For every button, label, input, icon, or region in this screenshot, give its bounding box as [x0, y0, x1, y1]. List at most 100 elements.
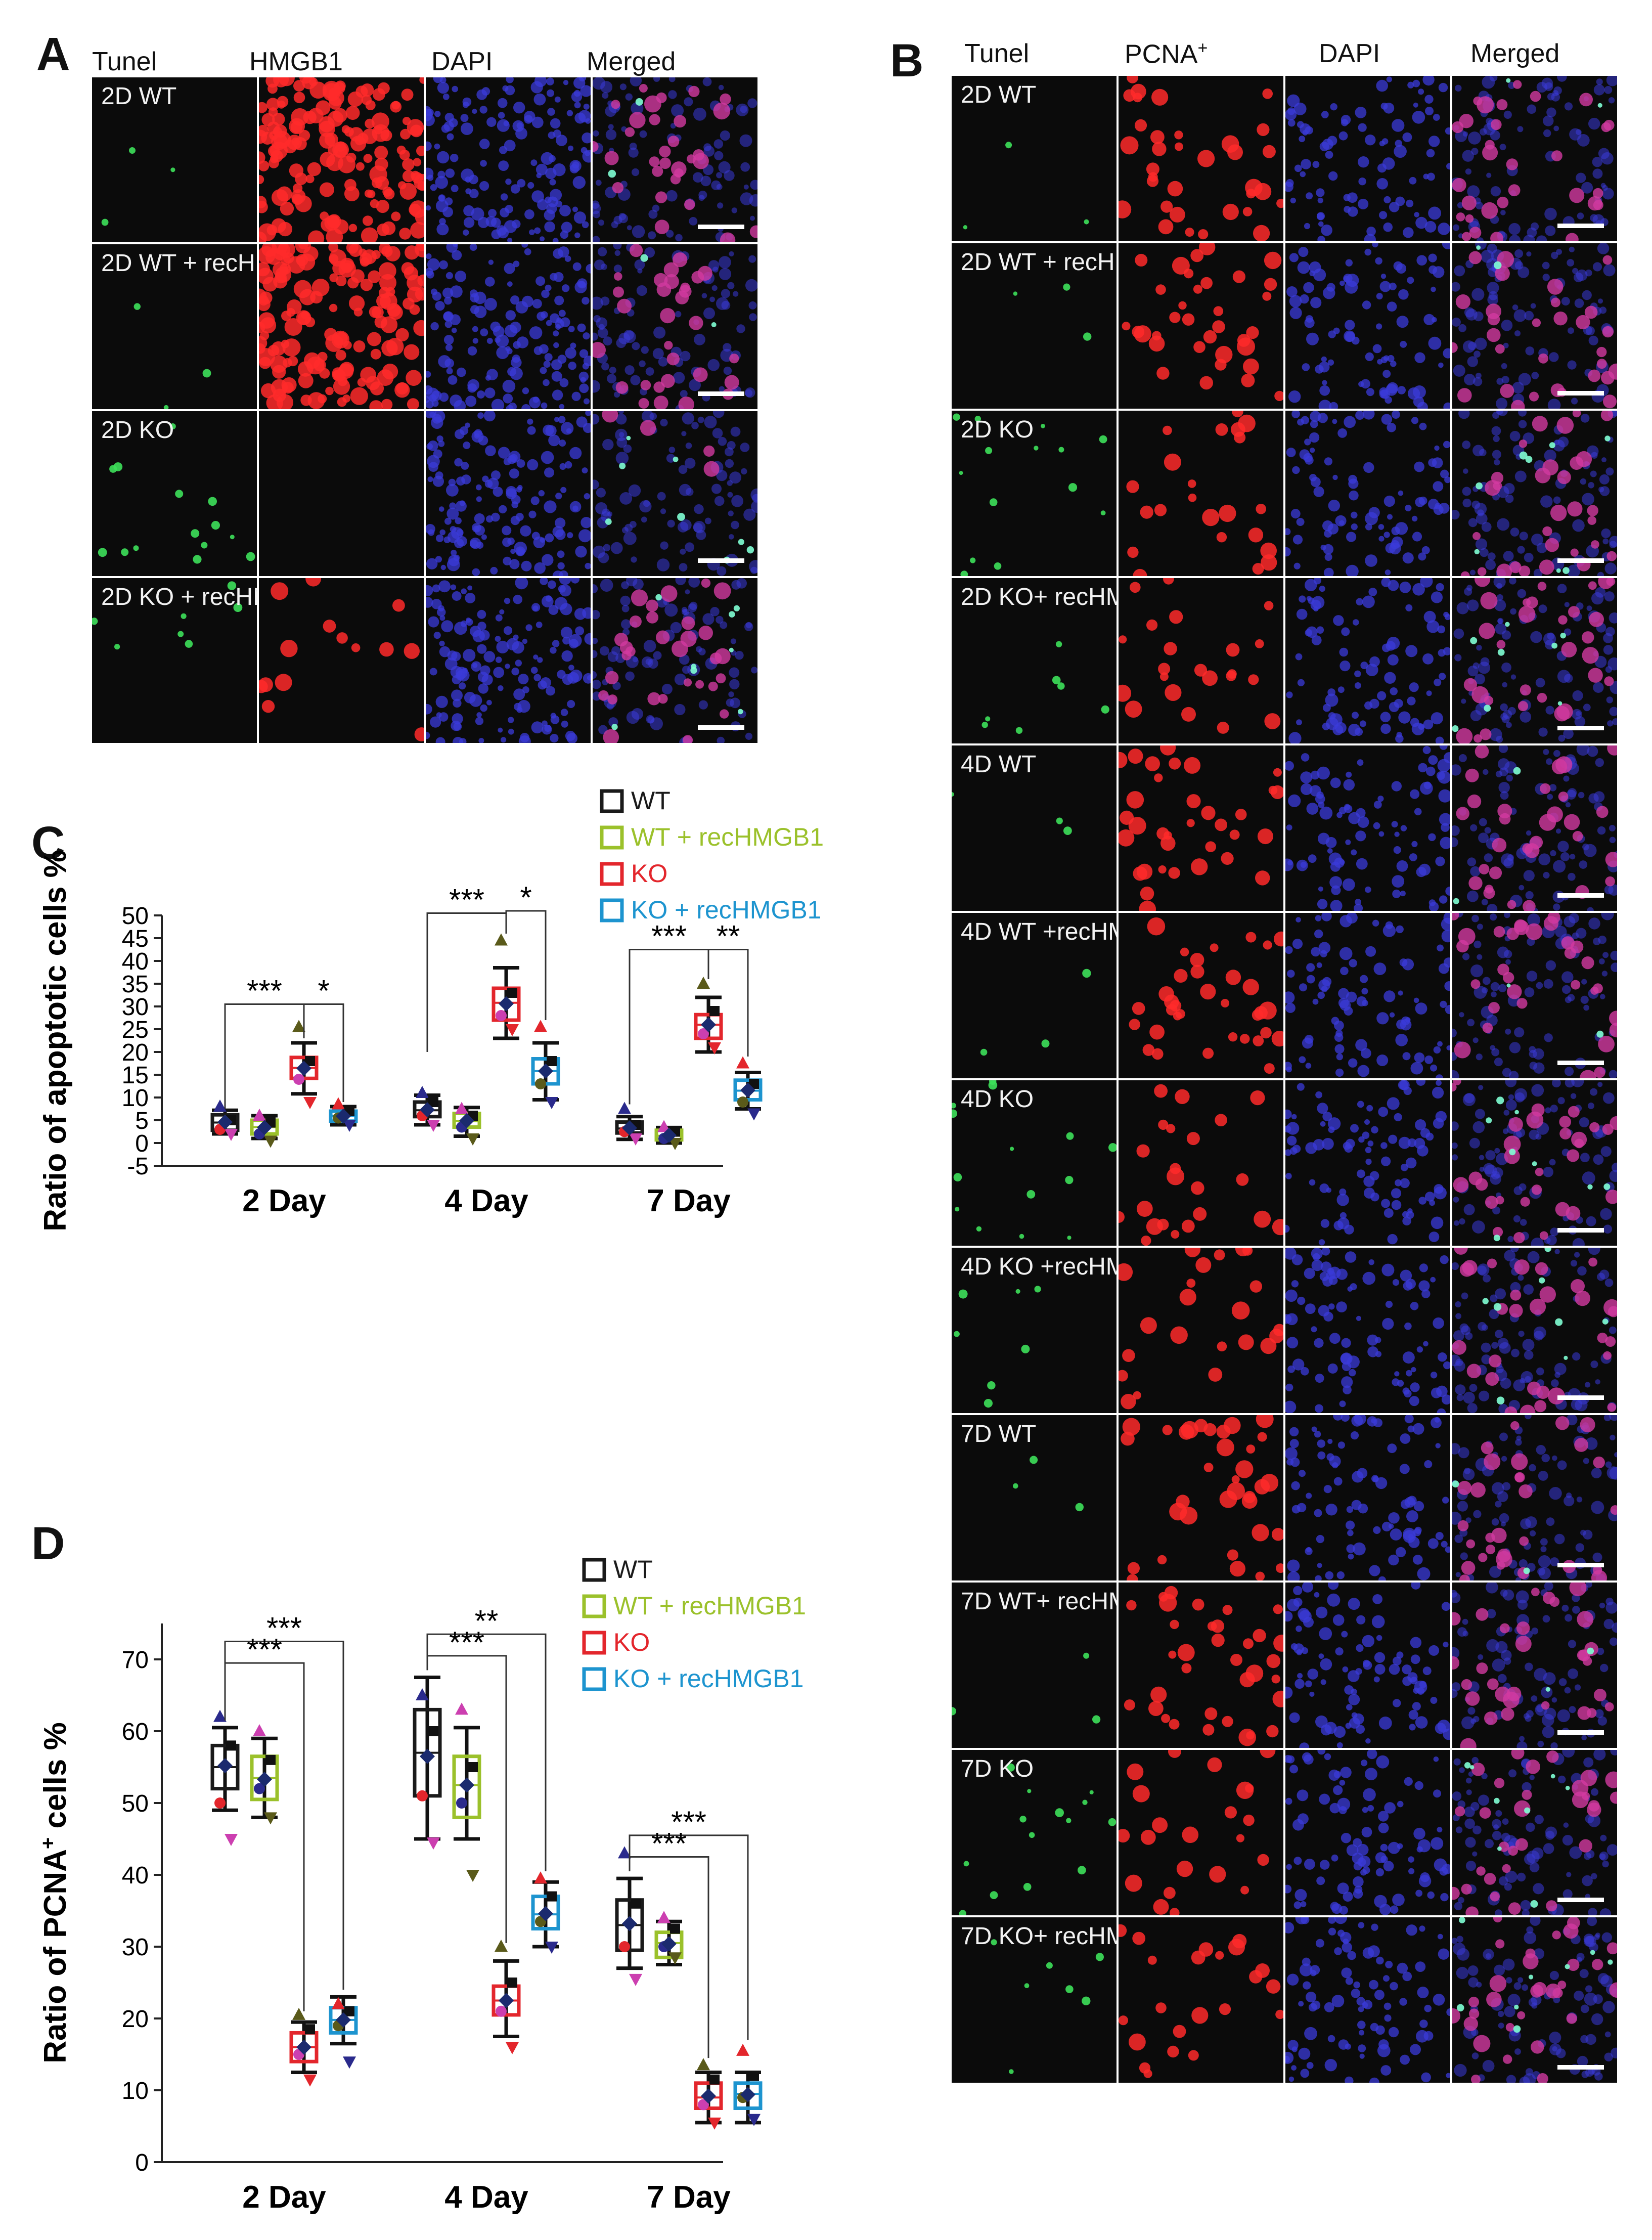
row-label: 2D KO+ recHMGB1	[961, 584, 1117, 610]
scale-bar	[1557, 1395, 1604, 1400]
data-point	[213, 1709, 227, 1722]
data-point	[416, 1688, 429, 1700]
data-point	[254, 1783, 265, 1794]
micrograph-tile	[1452, 243, 1617, 409]
micrograph-tile: 7D WT+ recHMGB1	[952, 1583, 1117, 1748]
micrograph-tile	[1285, 913, 1450, 1078]
legend-label: KO	[613, 1628, 650, 1656]
micrograph-tile	[1119, 1750, 1283, 1915]
data-point	[657, 1911, 671, 1923]
micrograph-tile	[426, 77, 591, 242]
micrograph-tile: 2D WT + recHMGB1	[92, 244, 257, 409]
y-tick-label: 50	[122, 1790, 149, 1817]
x-category-label: 2 Day	[242, 1183, 326, 1218]
scale-bar	[698, 725, 744, 730]
y-tick-label: 5	[135, 1108, 149, 1134]
micrograph-tile: 2D KO	[92, 411, 257, 576]
scale-bar	[1557, 1730, 1604, 1735]
legend-swatch	[600, 789, 624, 813]
data-point	[225, 1834, 238, 1846]
micrograph-tile	[1119, 243, 1283, 409]
row-label: 7D WT+ recHMGB1	[961, 1588, 1117, 1615]
data-point	[736, 2043, 749, 2056]
mean-marker	[459, 1777, 474, 1793]
row-label: 7D WT	[961, 1421, 1037, 1447]
mean-marker	[336, 1108, 351, 1124]
x-category-label: 4 Day	[444, 1183, 528, 1218]
data-point	[226, 1740, 236, 1751]
y-axis-label: Ratio of PCNA+ cells %	[37, 1722, 73, 2063]
significance-bracket	[505, 910, 547, 1020]
significance-bracket	[629, 1856, 709, 2058]
scale-bar	[1557, 1061, 1604, 1065]
row-label: 4D WT +recHMGB1	[961, 918, 1117, 945]
legend-label: KO + recHMGB1	[613, 1664, 804, 1693]
mean-marker	[420, 1748, 435, 1764]
data-point	[303, 1097, 317, 1109]
micrograph-tile	[1119, 745, 1283, 911]
x-category-label: 7 Day	[647, 2180, 731, 2215]
y-tick-label: 25	[122, 1017, 149, 1043]
data-point	[708, 2117, 721, 2130]
y-tick-label: 30	[122, 1934, 149, 1961]
significance-stars: *	[318, 974, 329, 1008]
row-label: 2D WT	[961, 81, 1037, 108]
y-tick-label: 20	[122, 1039, 149, 1066]
y-tick-label: 40	[122, 948, 149, 975]
micrograph-tile	[593, 578, 757, 743]
scale-bar	[1557, 1563, 1604, 1567]
mean-marker	[622, 1120, 637, 1136]
data-point	[698, 1028, 709, 1039]
data-point	[534, 1020, 547, 1032]
data-point	[427, 1837, 440, 1850]
mean-marker	[661, 1127, 677, 1143]
significance-stars: ***	[247, 1633, 282, 1666]
pcna-superscript: +	[1197, 38, 1208, 58]
box	[492, 986, 521, 1022]
panel-d-letter: D	[31, 1518, 65, 1569]
data-point	[292, 1020, 305, 1032]
data-point	[305, 1056, 315, 1066]
y-tick-label: 0	[135, 2149, 149, 2176]
data-point	[303, 2074, 317, 2087]
data-point	[343, 1120, 356, 1132]
y-tick-label: 50	[122, 903, 149, 930]
row-label: 2D KO + recHMGB1	[101, 584, 257, 610]
x-category-label: 4 Day	[444, 2180, 528, 2215]
data-point	[344, 2006, 354, 2016]
significance-stars: ***	[449, 1626, 484, 1659]
data-point	[293, 1074, 304, 1085]
significance-bracket	[629, 1834, 749, 2040]
micrograph-tile: 7D WT	[952, 1415, 1117, 1580]
micrograph-tile	[1452, 745, 1617, 911]
data-point	[214, 1797, 226, 1809]
mean-marker	[701, 2088, 716, 2104]
y-tick-label: -5	[127, 1153, 149, 1180]
micrograph-tile	[1452, 76, 1617, 241]
micrograph-tile	[1119, 1583, 1283, 1748]
data-point	[264, 1812, 277, 1825]
micrograph-tile	[1285, 1415, 1450, 1580]
panel-b-header-dapi: DAPI	[1319, 39, 1380, 68]
mean-marker	[740, 2087, 755, 2102]
significance-stars: ***	[651, 1827, 687, 1861]
data-point	[428, 1726, 438, 1736]
micrograph-tile: 4D WT	[952, 745, 1117, 911]
row-label: 7D KO	[961, 1755, 1034, 1782]
significance-bracket	[224, 1641, 344, 1990]
data-point	[495, 933, 508, 946]
data-point	[547, 1891, 557, 1902]
micrograph-tile	[1119, 1415, 1283, 1580]
significance-stars: ***	[247, 974, 282, 1008]
micrograph-tile	[593, 244, 757, 409]
scale-bar	[1557, 1228, 1604, 1233]
data-point	[709, 1006, 720, 1016]
data-point	[507, 1978, 517, 1988]
micrograph-tile: 4D KO +recHMGB1	[952, 1248, 1117, 1413]
panel-b-header-pcna: PCNA+	[1125, 38, 1208, 69]
legend-label: KO + recHMGB1	[631, 896, 822, 924]
micrograph-tile	[1119, 578, 1283, 743]
scale-bar	[1557, 2065, 1604, 2070]
micrograph-tile	[1285, 1750, 1450, 1915]
data-point	[670, 1923, 680, 1934]
